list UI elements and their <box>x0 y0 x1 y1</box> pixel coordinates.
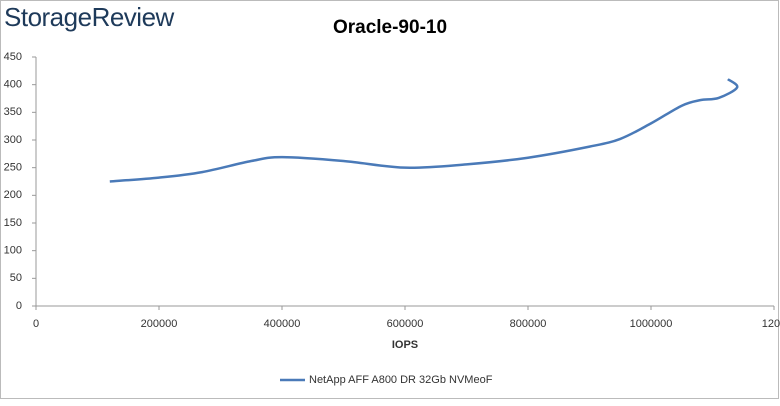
y-tick-label: 250 <box>4 162 22 174</box>
y-tick-label: 400 <box>4 79 22 91</box>
x-axis-title: IOPS <box>392 339 418 351</box>
x-tick-label: 200000 <box>141 318 178 330</box>
y-tick-label: 300 <box>4 134 22 146</box>
chart-title: Oracle-90-10 <box>333 17 447 38</box>
y-tick-label: 450 <box>4 51 22 63</box>
x-tick-label: 400000 <box>264 318 301 330</box>
legend-label: NetApp AFF A800 DR 32Gb NVMeoF <box>309 374 493 386</box>
y-tick-label: 200 <box>4 189 22 201</box>
x-tick-label: 1200 <box>762 318 780 330</box>
y-tick-label: 150 <box>4 217 22 229</box>
x-tick-label: 800000 <box>510 318 547 330</box>
y-tick-label: 50 <box>10 272 22 284</box>
logo: StorageReview <box>4 2 175 32</box>
x-tick-label: 0 <box>33 318 39 330</box>
y-tick-label: 0 <box>16 300 22 312</box>
x-tick-label: 600000 <box>387 318 424 330</box>
y-tick-label: 350 <box>4 106 22 118</box>
x-tick-label: 1000000 <box>630 318 673 330</box>
data-line <box>109 78 739 183</box>
y-tick-label: 100 <box>4 245 22 257</box>
